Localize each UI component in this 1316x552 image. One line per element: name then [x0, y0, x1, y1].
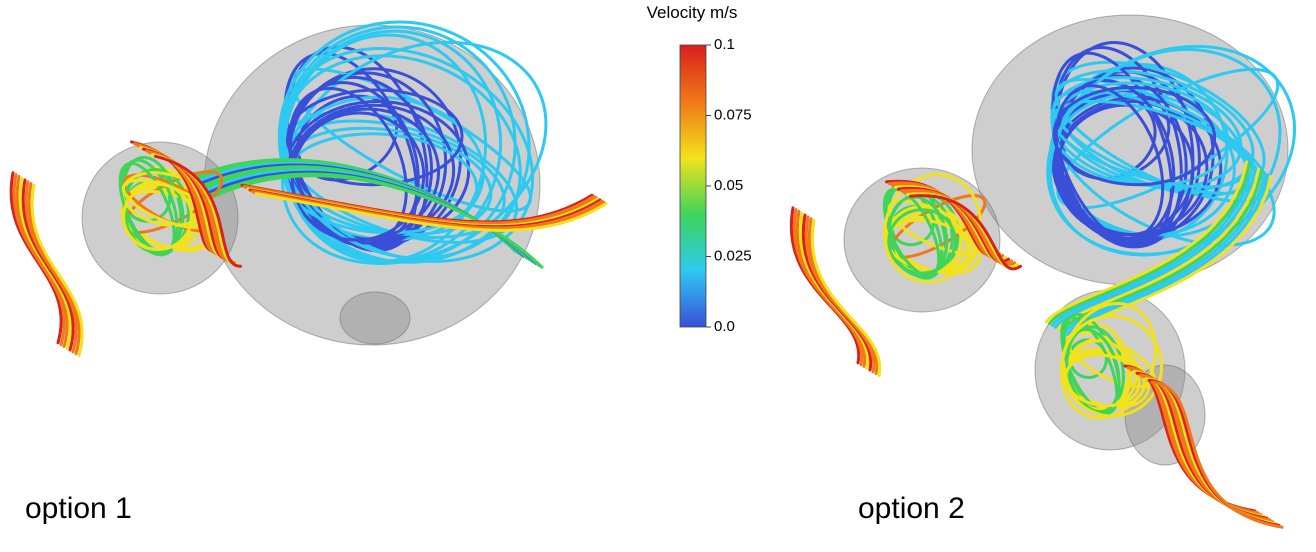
tick-label: 0.1 [714, 36, 735, 53]
tick-label: 0.0 [714, 318, 735, 335]
colorbar-title: Velocity m/s [647, 3, 738, 22]
panel-label: option 2 [858, 492, 965, 525]
tick-label: 0.05 [714, 177, 743, 194]
aneurysm-bleb [340, 292, 410, 344]
figure: Velocity m/s option 1 option 2 0.0 0.025 0… [0, 0, 1316, 552]
colorbar [680, 45, 706, 327]
tick-label: 0.025 [714, 247, 752, 264]
streamline-render [11, 0, 1316, 527]
panel-label: option 1 [25, 492, 132, 525]
tick-label: 0.075 [714, 106, 752, 123]
